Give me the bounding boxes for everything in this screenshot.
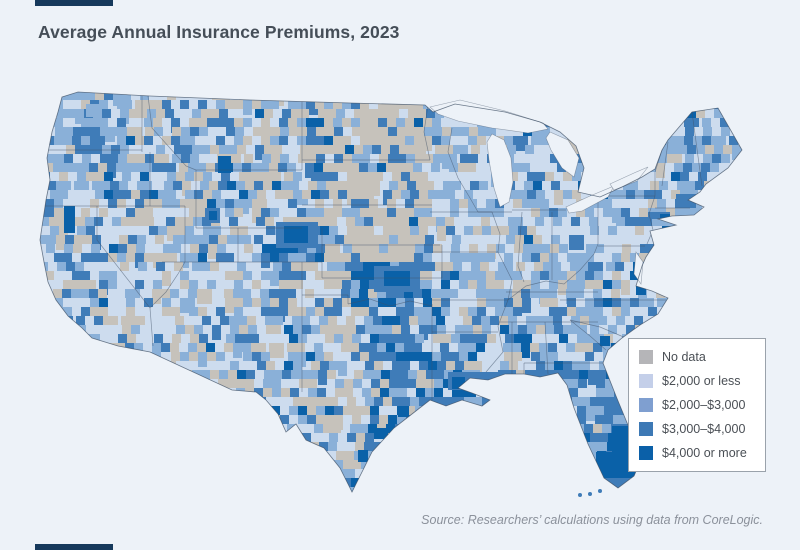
figure-title: Average Annual Insurance Premiums, 2023: [38, 22, 400, 42]
legend-label: $4,000 or more: [662, 446, 747, 460]
legend-swatch-tier1: [639, 374, 653, 388]
legend-item-tier1: $2,000 or less: [639, 374, 755, 388]
legend-swatch-tier4: [639, 446, 653, 460]
accent-bar-top: [35, 0, 113, 6]
legend-label: $2,000–$3,000: [662, 398, 746, 412]
legend-swatch-tier2: [639, 398, 653, 412]
accent-bar-bottom: [35, 544, 113, 550]
source-note: Source: Researchers’ calculations using …: [421, 513, 763, 527]
legend-item-tier4: $4,000 or more: [639, 446, 755, 460]
legend-item-tier3: $3,000–$4,000: [639, 422, 755, 436]
legend-swatch-no-data: [639, 350, 653, 364]
legend-label: No data: [662, 350, 706, 364]
legend-item-no-data: No data: [639, 350, 755, 364]
legend-label: $3,000–$4,000: [662, 422, 746, 436]
legend-label: $2,000 or less: [662, 374, 741, 388]
legend-swatch-tier3: [639, 422, 653, 436]
legend-item-tier2: $2,000–$3,000: [639, 398, 755, 412]
map-legend: No data $2,000 or less $2,000–$3,000 $3,…: [628, 338, 766, 472]
